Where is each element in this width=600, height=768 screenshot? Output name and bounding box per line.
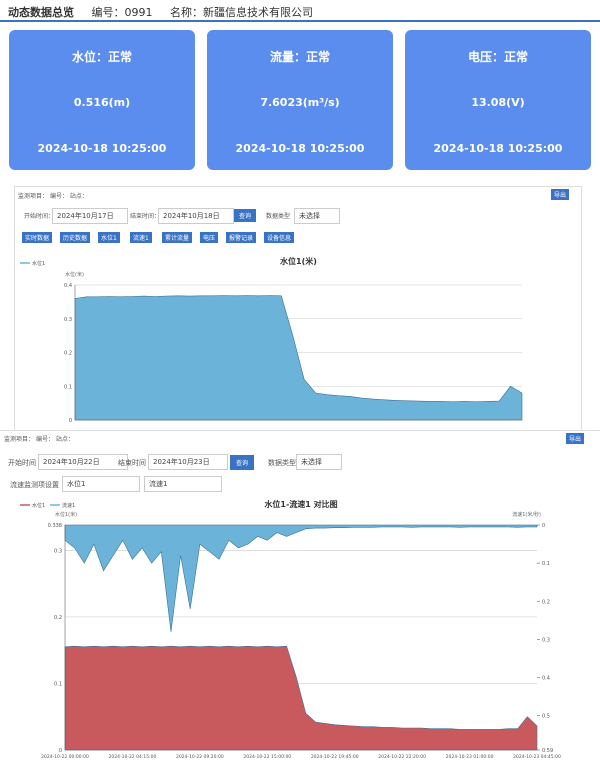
card-title: 电压：正常	[467, 50, 528, 64]
y-tick-label: 0.2	[64, 351, 72, 357]
chart-title: 水位1-流速1 对比图	[263, 499, 337, 509]
label: 监测项目： 编号： 站点：	[18, 193, 88, 200]
y-tick-label: 0.1	[54, 681, 62, 687]
label: 开始时间：	[24, 213, 55, 220]
legend-label: 水位1	[32, 260, 45, 267]
date-input[interactable]: 2024年10月18日	[158, 208, 234, 224]
tab-button[interactable]: 设备信息	[264, 232, 295, 243]
y-axis-title: 水位(米)	[65, 271, 84, 278]
header: 动态数据总览 编号：0991 名称：新疆信息技术有限公司	[8, 4, 313, 20]
tab-button[interactable]: 电压	[200, 232, 219, 243]
card-time: 2024-10-18 10:25:00	[235, 142, 365, 155]
select[interactable]: 未选择	[294, 208, 340, 224]
header-name: 名称：新疆信息技术有限公司	[170, 6, 313, 19]
tab-button[interactable]: 报警记录	[226, 232, 257, 243]
y2-tick-label: 0.1	[542, 561, 550, 567]
area	[64, 524, 538, 632]
x-tick-label: 2024-10-23 01:00:00	[446, 754, 494, 760]
label: 流速监测项设置	[10, 481, 59, 489]
label: 结束时间	[118, 459, 146, 467]
tab-button[interactable]: 累计流量	[162, 232, 193, 243]
select[interactable]: 未选择	[296, 454, 342, 470]
legend-label: 水位1	[32, 502, 45, 509]
tab-button[interactable]: 流速1	[130, 232, 152, 243]
area	[74, 295, 523, 421]
status-card: 流量：正常 7.6023(m³/s) 2024-10-18 10:25:00	[207, 30, 393, 170]
y-tick-label: 0.4	[64, 283, 72, 289]
x-tick-label: 2024-10-22 09:20:00	[176, 754, 224, 760]
chart-title: 水位1(米)	[279, 256, 317, 266]
tab-button[interactable]: 历史数据	[60, 232, 91, 243]
y-tick-label: 0.2	[54, 615, 62, 621]
header-code: 编号：0991	[91, 6, 153, 19]
label: 监测项目： 编号： 站点：	[4, 436, 74, 443]
y-tick-label: 0	[59, 748, 62, 754]
label: 数据类型	[268, 459, 296, 467]
y-tick-label: 0.3	[54, 548, 62, 554]
y2-tick-label: 0.5	[542, 714, 550, 720]
y-axis-title: 水位1(米)	[55, 511, 77, 518]
y-tick-label: 0.1	[64, 384, 72, 390]
y-tick-label: 0	[69, 418, 72, 424]
label: 结束时间：	[130, 213, 161, 220]
y2-tick-label: 0.3	[542, 637, 550, 643]
query-button[interactable]: 查询	[234, 209, 257, 222]
y2-tick-label: 0.4	[542, 676, 550, 682]
card-title: 流量：正常	[269, 50, 330, 64]
tab-button[interactable]: 水位1	[98, 232, 120, 243]
card-value: 7.6023(m³/s)	[260, 96, 340, 109]
x-tick-label: 2024-10-22 15:00:00	[243, 754, 291, 760]
y-tick-label: 0.3	[64, 317, 72, 323]
y-tick-label: 0.338	[48, 523, 62, 529]
x-tick-label: 2024-10-23 04:45:00	[513, 754, 561, 760]
card-value: 13.08(V)	[471, 96, 525, 109]
select[interactable]: 水位1	[62, 476, 140, 492]
area	[64, 645, 538, 751]
y2-tick-label: 0.59	[542, 748, 553, 754]
header-rule	[0, 20, 600, 22]
card-time: 2024-10-18 10:25:00	[37, 142, 167, 155]
export-button[interactable]: 导出	[566, 433, 585, 444]
label: 数据类型	[266, 213, 291, 220]
y2-tick-label: 0.2	[542, 599, 550, 605]
legend-label: 流速1	[62, 502, 75, 509]
header-title: 动态数据总览	[8, 6, 74, 19]
card-title: 水位：正常	[71, 50, 132, 64]
card-value: 0.516(m)	[73, 96, 131, 109]
date-input[interactable]: 2024年10月22日	[38, 454, 128, 470]
status-card: 水位：正常 0.516(m) 2024-10-18 10:25:00	[9, 30, 195, 170]
status-card: 电压：正常 13.08(V) 2024-10-18 10:25:00	[405, 30, 591, 170]
y2-tick-label: 0	[542, 523, 545, 529]
y2-axis-title: 流速1(米/秒)	[512, 511, 541, 518]
x-tick-label: 2024-10-22 04:15:00	[109, 754, 157, 760]
tab-button[interactable]: 实时数据	[22, 232, 53, 243]
x-tick-label: 2024-10-22 19:45:00	[311, 754, 359, 760]
select[interactable]: 流速1	[144, 476, 222, 492]
card-time: 2024-10-18 10:25:00	[433, 142, 563, 155]
x-tick-label: 2024-10-22 22:20:00	[378, 754, 426, 760]
date-input[interactable]: 2024年10月17日	[52, 208, 128, 224]
export-button[interactable]: 导出	[551, 189, 570, 200]
label: 开始时间	[8, 459, 36, 467]
date-input[interactable]: 2024年10月23日	[148, 454, 228, 470]
query-button[interactable]: 查询	[230, 455, 255, 470]
x-tick-label: 2024-10-22 00:00:00	[41, 754, 89, 760]
